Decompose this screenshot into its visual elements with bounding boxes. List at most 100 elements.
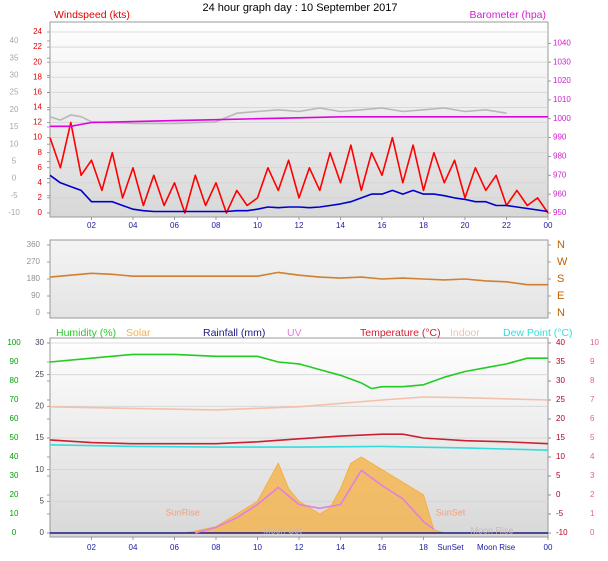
y-tick-label: 15 [10,122,19,131]
y-tick-label: 5 [12,156,17,165]
y-tick-label: 10 [10,139,19,148]
x-tick-label: 14 [336,221,345,230]
x-tick-label: 18 [419,543,428,552]
y-tick-label: 20 [556,414,565,423]
y-tick-label: 30 [10,471,19,480]
y-tick-label: 60 [10,414,19,423]
y-tick-label: 5 [40,496,45,505]
y-tick-label: 2 [590,490,595,499]
y-tick-label: 18 [33,72,42,81]
x-tick-label: 22 [502,221,511,230]
annotation: SunSet [437,543,464,552]
annotation: SunRise [166,507,200,517]
x-tick-label: 04 [129,543,138,552]
legend-entry: Humidity (%) [56,327,116,339]
y-tick-label: 0 [12,528,17,537]
y-tick-label: 0 [556,490,561,499]
line [49,121,549,214]
y-tick-label: 80 [10,376,19,385]
y-tick-label: 35 [556,357,565,366]
chart-title: 24 hour graph day : 10 September 2017 [202,2,397,14]
y-tick-label: S [557,273,564,285]
y-tick-label: 20 [35,401,44,410]
x-tick-label: 06 [170,221,179,230]
line [49,444,549,451]
line [50,116,548,128]
y-tick-label: 1040 [553,38,571,47]
y-tick-label: 0 [36,308,41,317]
annotation: Moon Set [263,525,302,535]
x-tick-label: 16 [378,543,387,552]
area [184,456,445,534]
y-tick-label: 5 [590,433,595,442]
y-tick-label: 1030 [553,57,571,66]
y-tick-label: 40 [556,338,565,347]
y-tick-label: 3 [590,471,595,480]
y-tick-label: N [557,239,565,251]
x-tick-label: 20 [461,221,470,230]
x-tick-label: 10 [253,543,262,552]
y-tick-label: 1 [590,509,595,518]
y-tick-label: -10 [556,528,568,537]
annotation: SunSet [436,507,466,517]
y-tick-label: 2 [38,193,43,202]
x-tick-label: 16 [378,221,387,230]
y-tick-label: 50 [10,433,19,442]
y-tick-label: 8 [590,376,595,385]
y-tick-label: 10 [10,509,19,518]
y-tick-label: 10 [33,133,42,142]
y-tick-label: 970 [553,170,567,179]
y-tick-label: 270 [27,257,41,266]
line [49,174,549,213]
y-tick-label: 1010 [553,95,571,104]
x-tick-label: 04 [129,221,138,230]
plot-area [49,21,549,218]
y-tick-label: 16 [33,87,42,96]
y-tick-label: 30 [10,70,19,79]
y-tick-label: 90 [31,291,40,300]
y-tick-label: 8 [38,148,43,157]
line [49,433,549,445]
legend-entry: Temperature (°C) [360,327,441,339]
y-tick-label: 100 [7,338,21,347]
y-tick-label: 24 [33,27,42,36]
y-tick-label: 20 [10,490,19,499]
y-tick-label: 0 [590,528,595,537]
y-tick-label: 90 [10,357,19,366]
line [49,271,548,286]
x-tick-label: 02 [87,543,96,552]
x-tick-label: 14 [336,543,345,552]
y-tick-label: 6 [590,414,595,423]
y-tick-label: 40 [10,452,19,461]
annotation: Moon Rise [470,525,513,535]
y-tick-label: 1020 [553,76,571,85]
y-tick-label: 960 [553,189,567,198]
y-tick-label: 10 [35,465,44,474]
y-tick-label: 950 [553,208,567,217]
legend-entry: Indoor [450,327,480,339]
line [49,396,549,411]
line [49,107,507,125]
x-tick-label: 00 [544,221,553,230]
y-tick-label: 1000 [553,114,571,123]
y-axis-label: Windspeed (kts) [54,9,130,21]
y-tick-label: -5 [556,509,564,518]
y-tick-label: 15 [556,433,565,442]
y-tick-label: 22 [33,42,42,51]
line [49,353,548,390]
x-tick-label: 08 [212,221,221,230]
y-tick-label: 25 [10,88,19,97]
x-tick-label: 18 [419,221,428,230]
y-tick-label: 70 [10,395,19,404]
y-tick-label: 15 [35,433,44,442]
legend-entry: Rainfall (mm) [203,327,265,339]
y-tick-label: 25 [35,370,44,379]
y-tick-label: 0 [38,208,43,217]
y-tick-label: 0 [40,528,45,537]
y-tick-label: 360 [27,240,41,249]
y-tick-label: 10 [590,338,599,347]
y2-axis-label: Barometer (hpa) [470,9,546,21]
y-tick-label: 980 [553,152,567,161]
y-tick-label: N [557,307,565,319]
